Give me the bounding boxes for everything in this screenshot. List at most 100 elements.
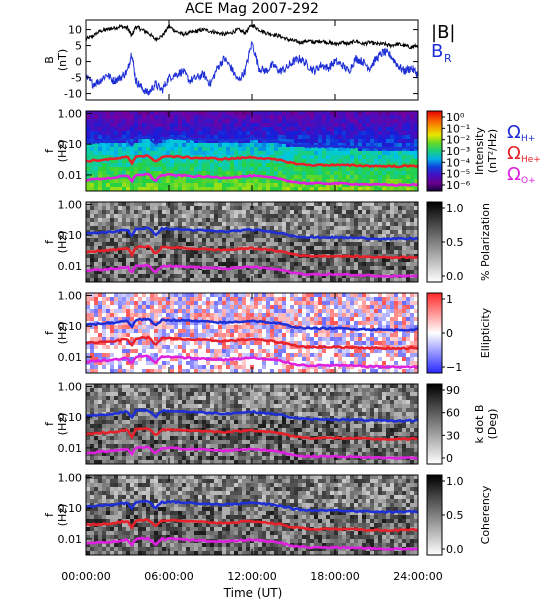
spectrogram-cell xyxy=(402,246,406,250)
spectrogram-cell xyxy=(182,159,186,163)
spectrogram-cell xyxy=(350,266,354,270)
spectrogram-cell xyxy=(198,155,202,159)
spectrogram-cell xyxy=(282,254,286,258)
spectrogram-cell xyxy=(226,369,230,373)
spectrogram-cell xyxy=(166,151,170,155)
spectrogram-cell xyxy=(366,325,370,329)
spectrogram-cell xyxy=(90,365,94,369)
spectrogram-cell xyxy=(198,361,202,365)
spectrogram-cell xyxy=(170,218,174,222)
spectrogram-cell xyxy=(114,293,118,297)
spectrogram-cell xyxy=(342,119,346,123)
spectrogram-cell xyxy=(254,329,258,333)
spectrogram-cell xyxy=(330,325,334,329)
spectrogram-cell xyxy=(386,361,390,365)
spectrogram-cell xyxy=(310,210,314,214)
spectrogram-cell xyxy=(206,179,210,183)
spectrogram-cell xyxy=(114,365,118,369)
spectrogram-cell xyxy=(262,214,266,218)
spectrogram-cell xyxy=(170,111,174,115)
spectrogram-cell xyxy=(202,250,206,254)
spectrogram-cell xyxy=(322,167,326,171)
spectrogram-cell xyxy=(162,250,166,254)
spectrogram-cell xyxy=(266,159,270,163)
spectrogram-cell xyxy=(378,309,382,313)
spectrogram-cell xyxy=(250,234,254,238)
spectrogram-cell xyxy=(226,353,230,357)
spectrogram-cell xyxy=(334,151,338,155)
spectrogram-cell xyxy=(378,321,382,325)
spectrogram-cell xyxy=(378,246,382,250)
spectrogram-cell xyxy=(286,258,290,262)
spectrogram-cell xyxy=(198,115,202,119)
spectrogram-cell xyxy=(130,187,134,191)
spectrogram-cell xyxy=(370,226,374,230)
spectrogram-cell xyxy=(86,127,90,131)
spectrogram-cell xyxy=(90,210,94,214)
spectrogram-cell xyxy=(242,274,246,278)
spectrogram-cell xyxy=(114,222,118,226)
spectrogram-cell xyxy=(310,179,314,183)
spectrogram-cell xyxy=(102,305,106,309)
spectrogram-cell xyxy=(302,222,306,226)
spectrogram-cell xyxy=(98,329,102,333)
spectrogram-cell xyxy=(302,238,306,242)
spectrogram-cell xyxy=(346,317,350,321)
spectrogram-cell xyxy=(338,293,342,297)
spectrogram-cell xyxy=(366,250,370,254)
spectrogram-cell xyxy=(174,171,178,175)
spectrogram-cell xyxy=(206,345,210,349)
spectrogram-cell xyxy=(234,151,238,155)
spectrogram-cell xyxy=(334,270,338,274)
spectrogram-cell xyxy=(322,278,326,282)
spectrogram-cell xyxy=(150,297,154,301)
spectrogram-cell xyxy=(94,254,98,258)
spectrogram-cell xyxy=(254,159,258,163)
spectrogram-cell xyxy=(366,222,370,226)
spectrogram-cell xyxy=(102,234,106,238)
spectrogram-cell xyxy=(154,214,158,218)
spectrogram-cell xyxy=(390,301,394,305)
spectrogram-cell xyxy=(186,305,190,309)
spectrogram-cell xyxy=(266,309,270,313)
spectrogram-cell xyxy=(186,171,190,175)
spectrogram-cell xyxy=(122,115,126,119)
spectrogram-cell xyxy=(370,187,374,191)
spectrogram-cell xyxy=(194,230,198,234)
spectrogram-cell xyxy=(382,123,386,127)
spectrogram-cell xyxy=(346,206,350,210)
spectrogram-cell xyxy=(394,262,398,266)
spectrogram-cell xyxy=(334,155,338,159)
spectrogram-cell xyxy=(138,242,142,246)
spectrogram-cell xyxy=(234,250,238,254)
spectrogram-cell xyxy=(186,210,190,214)
spectrogram-cell xyxy=(330,301,334,305)
spectrogram-cell xyxy=(198,262,202,266)
spectrogram-cell xyxy=(390,266,394,270)
spectrogram-cell xyxy=(182,297,186,301)
spectrogram-cell xyxy=(266,135,270,139)
spectrogram-cell xyxy=(326,206,330,210)
spectrogram-cell xyxy=(402,266,406,270)
spectrogram-cell xyxy=(402,210,406,214)
spectrogram-cell xyxy=(366,179,370,183)
spectrogram-cell xyxy=(286,167,290,171)
spectrogram-cell xyxy=(246,139,250,143)
spectrogram-cell xyxy=(358,317,362,321)
spectrogram-cell xyxy=(98,325,102,329)
spectrogram-cell xyxy=(354,305,358,309)
spectrogram-cell xyxy=(394,214,398,218)
spectrogram-cell xyxy=(94,127,98,131)
spectrogram-cell xyxy=(314,262,318,266)
spectrogram-cell xyxy=(174,333,178,337)
spectrogram-cell xyxy=(174,151,178,155)
spectrogram-cell xyxy=(214,345,218,349)
spectrogram-cell xyxy=(126,293,130,297)
spectrogram-cell xyxy=(334,159,338,163)
spectrogram-cell xyxy=(390,187,394,191)
spectrogram-cell xyxy=(410,167,414,171)
spectrogram-cell xyxy=(210,317,214,321)
spectrogram-cell xyxy=(106,226,110,230)
spectrogram-cell xyxy=(258,365,262,369)
spectrogram-cell xyxy=(378,313,382,317)
